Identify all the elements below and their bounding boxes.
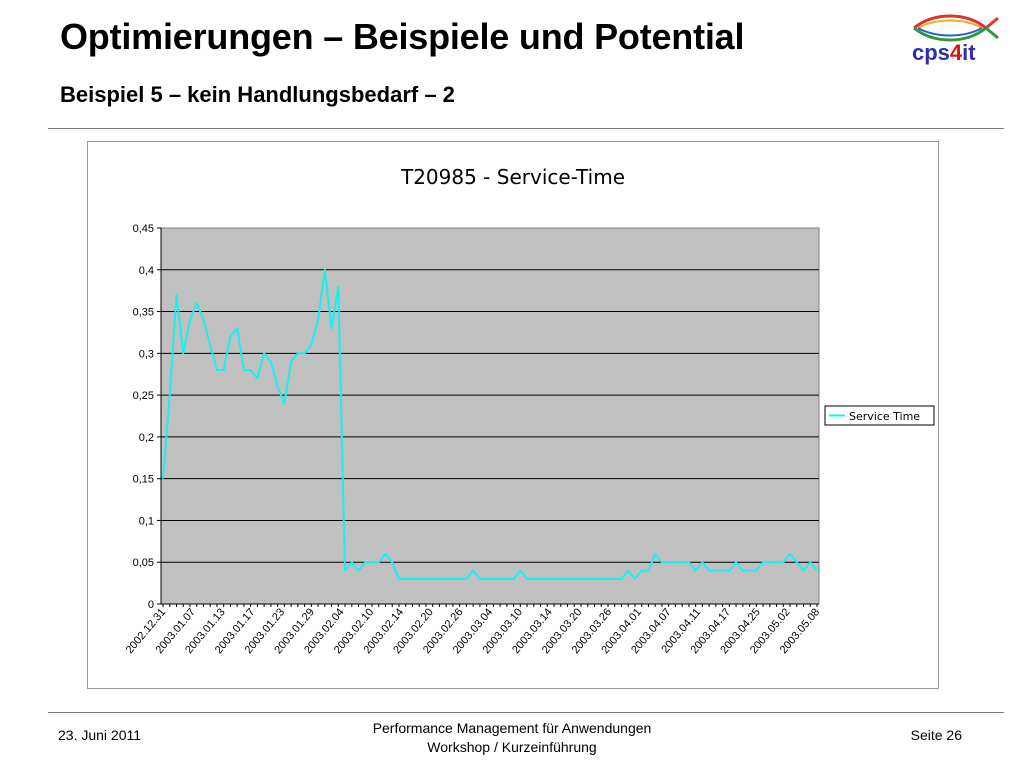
footer-line-1: Performance Management für Anwendungen <box>372 720 652 736</box>
footer-date: 23. Juni 2011 <box>58 727 142 743</box>
logo-text-cps: cps <box>912 40 950 65</box>
y-tick-label: 0,1 <box>139 515 154 527</box>
legend-box <box>824 405 935 426</box>
y-tick-label: 0,25 <box>133 390 154 402</box>
y-tick-label: 0,2 <box>139 432 154 444</box>
y-tick-label: 0,35 <box>133 307 154 319</box>
y-tick-label: 0,45 <box>133 223 154 235</box>
plot-area <box>160 227 820 605</box>
header-divider <box>48 128 1004 129</box>
y-tick-label: 0 <box>148 599 154 611</box>
logo-text: cps4it <box>912 40 976 66</box>
legend-label: Service Time <box>849 410 920 423</box>
chart-container: T20985 - Service-Time 0 0,05 0,1 0,15 0,2 0,2… <box>87 141 939 689</box>
y-tick-label: 0,05 <box>133 557 154 569</box>
chart-title: T20985 - Service-Time <box>400 165 625 189</box>
footer-divider <box>48 712 1004 713</box>
footer-center: Performance Management für Anwendungen W… <box>300 719 724 757</box>
logo-text-4: 4 <box>949 40 963 65</box>
slide-subtitle: Beispiel 5 – kein Handlungsbedarf – 2 <box>60 82 455 107</box>
cps4it-logo <box>908 14 1004 74</box>
footer-page-number: Seite 26 <box>910 727 962 743</box>
y-tick-label: 0,15 <box>133 474 154 486</box>
fish-logo-icon <box>913 14 999 42</box>
footer-line-2: Workshop / Kurzeinführung <box>427 739 597 755</box>
series-line-service-time <box>162 268 818 580</box>
y-tick-label: 0,4 <box>139 265 154 277</box>
y-tick-label: 0,3 <box>139 348 154 360</box>
logo-text-it: it <box>962 40 976 65</box>
slide-title: Optimierungen – Beispiele und Potential <box>60 16 745 57</box>
line-chart: T20985 - Service-Time 0 0,05 0,1 0,15 0,2 0,2… <box>124 165 935 656</box>
